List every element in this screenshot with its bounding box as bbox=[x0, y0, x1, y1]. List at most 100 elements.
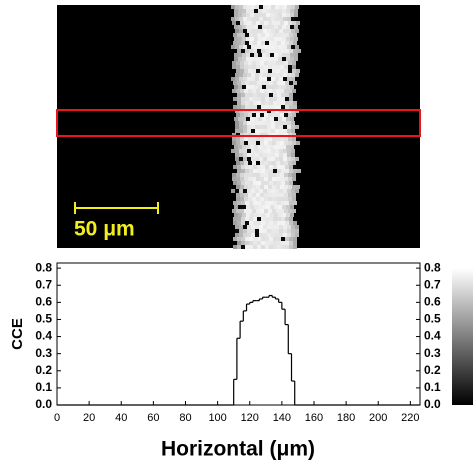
map-pixel bbox=[239, 77, 243, 81]
map-pixel bbox=[263, 77, 267, 81]
map-pixel bbox=[258, 205, 262, 209]
map-pixel bbox=[289, 33, 293, 37]
map-pixel bbox=[261, 101, 265, 105]
map-pixel bbox=[280, 185, 284, 189]
map-pixel bbox=[243, 233, 247, 237]
map-pixel bbox=[240, 197, 244, 201]
map-pixel bbox=[241, 165, 245, 169]
map-pixel bbox=[287, 153, 291, 157]
map-pixel bbox=[249, 81, 253, 85]
map-pixel bbox=[247, 129, 251, 133]
map-pixel bbox=[250, 13, 254, 17]
map-pixel bbox=[274, 205, 278, 209]
map-pixel bbox=[263, 121, 267, 125]
map-pixel bbox=[282, 213, 286, 217]
map-pixel bbox=[284, 61, 288, 65]
map-pixel bbox=[262, 53, 266, 57]
map-pixel bbox=[236, 185, 240, 189]
map-pixel bbox=[253, 169, 257, 173]
map-pixel bbox=[241, 93, 245, 97]
map-pixel bbox=[251, 45, 255, 49]
map-pixel bbox=[256, 69, 260, 73]
map-pixel bbox=[289, 221, 293, 225]
map-pixel bbox=[276, 61, 280, 65]
map-pixel bbox=[264, 21, 268, 25]
map-pixel bbox=[243, 77, 247, 81]
map-pixel bbox=[289, 217, 293, 221]
map-pixel bbox=[247, 225, 251, 229]
map-pixel bbox=[241, 33, 245, 37]
map-pixel bbox=[283, 129, 287, 133]
map-pixel bbox=[233, 97, 237, 101]
plot-frame bbox=[56, 262, 421, 406]
map-pixel bbox=[275, 233, 279, 237]
map-pixel bbox=[247, 29, 251, 33]
map-pixel bbox=[237, 237, 241, 241]
map-pixel bbox=[256, 65, 260, 69]
map-pixel bbox=[274, 145, 278, 149]
map-pixel bbox=[258, 117, 262, 121]
map-pixel bbox=[280, 65, 284, 69]
map-pixel bbox=[283, 225, 287, 229]
map-pixel bbox=[280, 113, 284, 117]
map-pixel bbox=[259, 225, 263, 229]
map-pixel bbox=[271, 129, 275, 133]
map-pixel bbox=[238, 85, 242, 89]
map-pixel bbox=[292, 177, 296, 181]
map-pixel bbox=[293, 169, 297, 173]
map-pixel bbox=[247, 189, 251, 193]
map-pixel bbox=[274, 117, 278, 121]
map-pixel bbox=[232, 137, 236, 141]
map-pixel bbox=[233, 181, 237, 185]
map-pixel bbox=[261, 49, 265, 53]
map-pixel bbox=[260, 113, 264, 117]
map-pixel bbox=[272, 161, 276, 165]
map-pixel bbox=[255, 189, 259, 193]
map-pixel bbox=[247, 149, 251, 153]
map-pixel bbox=[265, 33, 269, 37]
map-pixel bbox=[261, 241, 265, 245]
map-pixel bbox=[258, 57, 262, 61]
map-pixel bbox=[271, 233, 275, 237]
map-pixel bbox=[266, 117, 270, 121]
map-pixel bbox=[237, 49, 241, 53]
map-pixel bbox=[253, 105, 257, 109]
map-pixel bbox=[288, 21, 292, 25]
map-pixel bbox=[284, 89, 288, 93]
map-pixel bbox=[278, 25, 282, 29]
map-pixel bbox=[256, 161, 260, 165]
map-pixel bbox=[251, 125, 255, 129]
map-pixel bbox=[267, 233, 271, 237]
map-pixel bbox=[245, 217, 249, 221]
map-pixel bbox=[242, 205, 246, 209]
map-pixel bbox=[295, 233, 299, 237]
y-tick-label: 0.6 bbox=[35, 295, 52, 309]
map-pixel bbox=[257, 201, 261, 205]
map-pixel bbox=[271, 77, 275, 81]
map-pixel bbox=[270, 13, 274, 17]
map-pixel bbox=[244, 113, 248, 117]
map-pixel bbox=[273, 217, 277, 221]
map-pixel bbox=[284, 69, 288, 73]
map-pixel bbox=[265, 41, 269, 45]
map-pixel bbox=[285, 101, 289, 105]
map-pixel bbox=[232, 209, 236, 213]
map-pixel bbox=[281, 97, 285, 101]
map-pixel bbox=[257, 165, 261, 169]
map-pixel bbox=[287, 77, 291, 81]
map-pixel bbox=[252, 61, 256, 65]
map-pixel bbox=[293, 221, 297, 225]
map-pixel bbox=[267, 29, 271, 33]
map-pixel bbox=[293, 41, 297, 45]
map-pixel bbox=[265, 241, 269, 245]
map-pixel bbox=[260, 173, 264, 177]
map-pixel bbox=[265, 105, 269, 109]
map-pixel bbox=[279, 225, 283, 229]
map-pixel bbox=[259, 121, 263, 125]
map-pixel bbox=[294, 25, 298, 29]
map-pixel bbox=[251, 189, 255, 193]
map-pixel bbox=[271, 45, 275, 49]
map-pixel bbox=[277, 201, 281, 205]
map-pixel bbox=[249, 105, 253, 109]
x-tick-label: 0 bbox=[54, 412, 60, 424]
